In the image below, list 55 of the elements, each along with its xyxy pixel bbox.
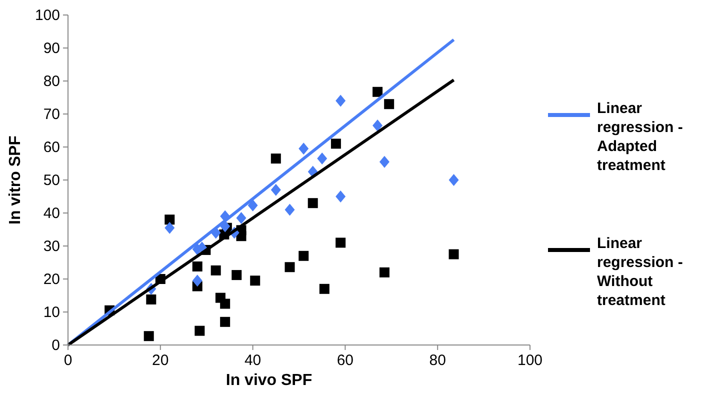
point: [192, 274, 202, 287]
point: [372, 86, 383, 97]
point: [144, 331, 154, 342]
x-tick-label: 80: [429, 352, 446, 369]
y-tick-label: 40: [43, 205, 60, 222]
point: [372, 120, 383, 132]
y-axis-title: In vitro SPF: [7, 135, 24, 224]
y-tick-label: 90: [43, 40, 60, 57]
point: [236, 212, 246, 224]
point: [220, 316, 230, 327]
point: [164, 214, 175, 225]
y-tick-label: 0: [52, 337, 60, 354]
point: [210, 265, 221, 276]
point: [298, 250, 309, 261]
point: [146, 294, 156, 304]
y-tick-label: 100: [34, 7, 60, 24]
point: [270, 184, 281, 196]
point: [220, 298, 230, 309]
point: [336, 190, 346, 202]
point: [330, 138, 341, 149]
x-tick-label: 40: [244, 352, 262, 369]
x-tick-label: 20: [152, 352, 169, 369]
point: [284, 262, 295, 272]
point: [250, 276, 260, 286]
x-axis-title: In vivo SPF: [226, 372, 312, 389]
point: [319, 284, 330, 294]
y-tick-label: 80: [43, 73, 60, 90]
point: [248, 199, 258, 212]
point: [336, 238, 346, 248]
point: [270, 154, 281, 164]
point: [384, 99, 394, 110]
point: [284, 204, 295, 216]
point: [192, 261, 202, 272]
point: [194, 326, 205, 336]
point: [448, 174, 459, 186]
legend-label: Linear regression - Adapted treatment: [597, 100, 683, 174]
y-tick-label: 30: [43, 238, 60, 255]
y-tick-label: 50: [43, 172, 60, 189]
point: [317, 152, 328, 165]
point: [164, 222, 175, 234]
y-tick-label: 10: [43, 304, 60, 321]
point: [232, 270, 242, 280]
point: [448, 249, 459, 260]
point: [379, 267, 390, 278]
y-tick-label: 20: [43, 271, 60, 288]
y-tick-label: 60: [43, 139, 60, 156]
x-tick-label: 0: [64, 352, 72, 369]
point: [298, 142, 309, 155]
x-tick-label: 60: [336, 352, 354, 369]
point: [308, 198, 318, 208]
y-tick-label: 70: [43, 106, 60, 123]
legend-label: Linear regression - Without treatment: [597, 235, 683, 309]
x-tick-label: 100: [517, 352, 543, 369]
point: [379, 156, 390, 168]
point: [336, 94, 346, 107]
